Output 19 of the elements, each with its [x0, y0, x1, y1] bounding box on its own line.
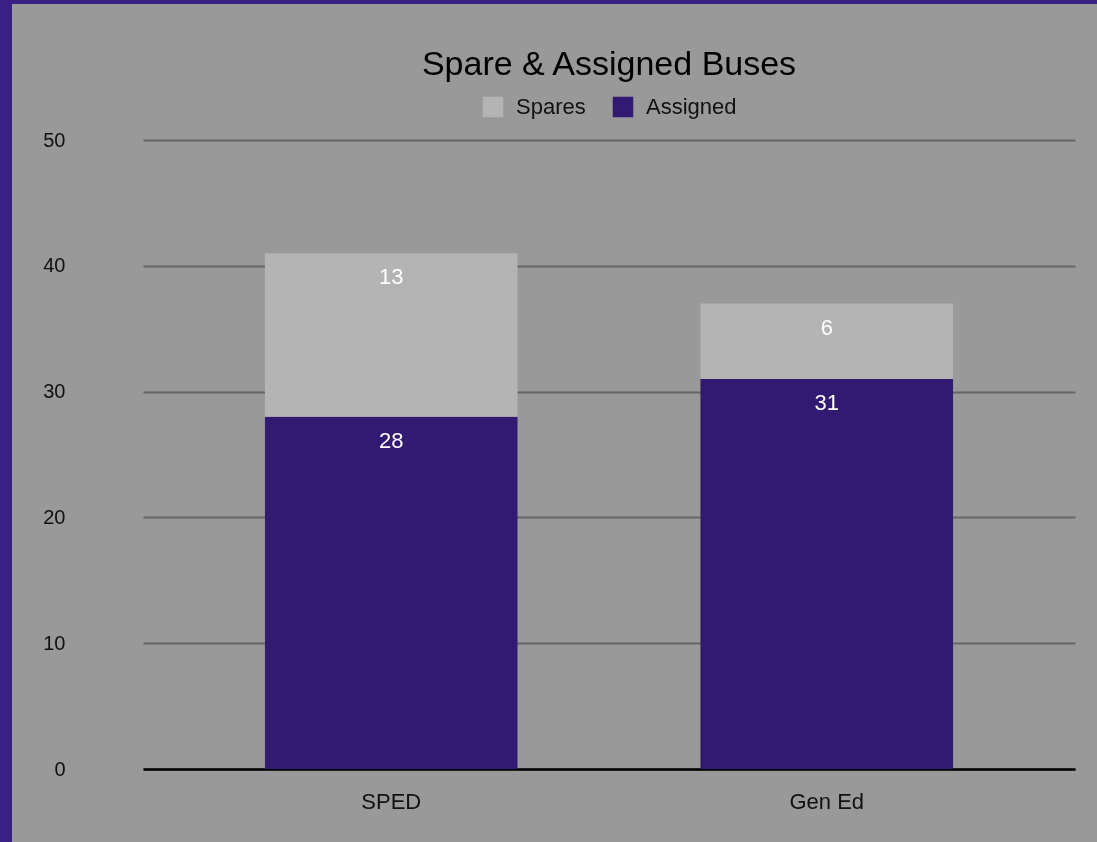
y-tick-label: 0: [54, 757, 66, 780]
chart-title: Spare & Assigned Buses: [421, 44, 797, 82]
legend-label: Assigned: [646, 94, 737, 119]
data-label: 28: [379, 427, 404, 453]
x-tick-label: SPED: [361, 788, 422, 814]
y-tick-label: 30: [43, 380, 66, 403]
data-label: 6: [820, 314, 833, 340]
bar: [700, 379, 954, 769]
legend-label: Spares: [516, 94, 586, 119]
bar: [264, 253, 518, 417]
bar: [700, 303, 954, 380]
y-tick-label: 40: [43, 254, 66, 277]
y-tick-label: 10: [43, 631, 66, 654]
x-tick-label: Gen Ed: [789, 788, 865, 814]
y-tick-label: 20: [43, 505, 66, 528]
data-label: 31: [814, 390, 839, 416]
y-tick-label: 50: [43, 128, 66, 151]
bar: [264, 416, 518, 769]
data-label: 13: [379, 264, 404, 290]
